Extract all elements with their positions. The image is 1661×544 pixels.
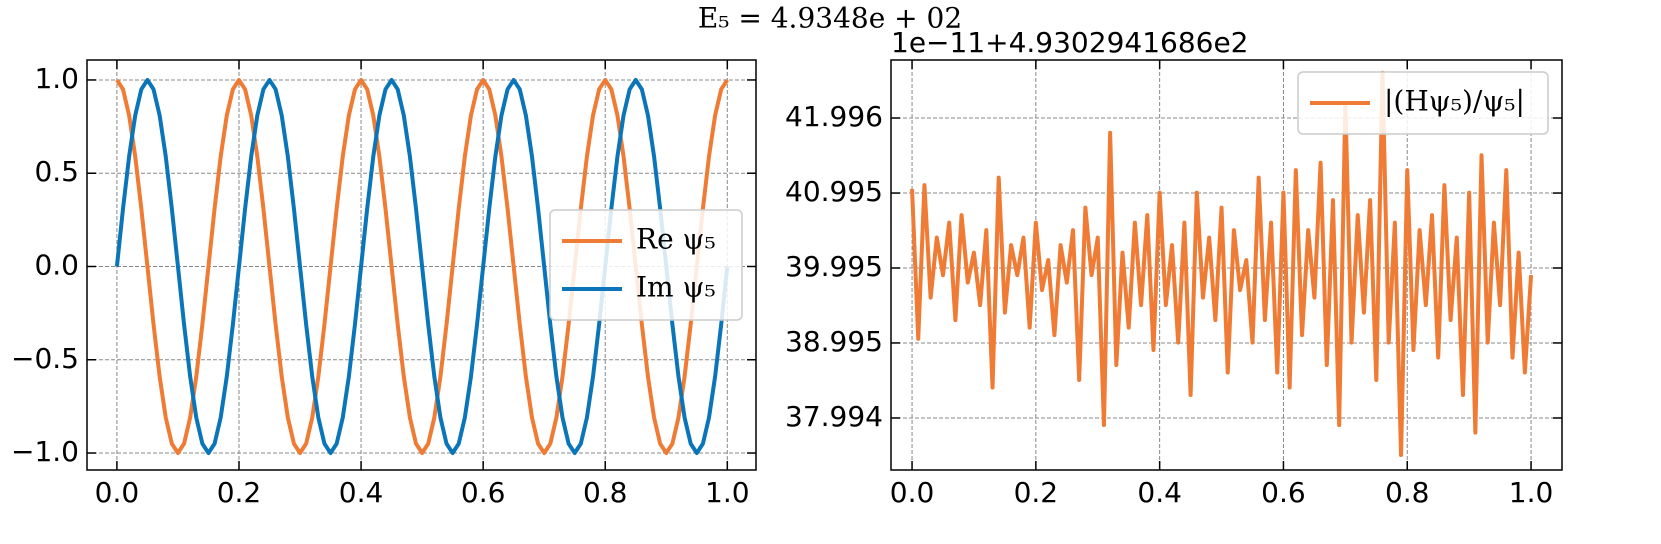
x-tick-label: 0.0 [890,476,935,509]
x-tick-label: 0.0 [95,476,140,509]
plot-frame [890,59,1563,471]
x-tick-label: 0.6 [1261,476,1306,509]
y-tick-label: −0.5 [11,342,79,375]
legend-box [1297,71,1549,135]
line [115,77,729,456]
y-tick-label: 1.0 [34,62,79,95]
x-tick-label: 1.0 [1509,476,1554,509]
y-tick-label: 39.995 [785,250,883,283]
y-tick-label: 0.0 [34,248,79,281]
legend-label: |(Hψ₅)/ψ₅| [1384,85,1525,118]
x-tick-label: 0.6 [461,476,506,509]
y-tick-label: 0.5 [34,155,79,188]
legend-label: Im ψ₅ [636,271,716,304]
figure-title: E₅ = 4.9348e + 02 [698,2,962,35]
y-tick-label: 38.995 [785,325,883,358]
x-tick-label: 0.4 [339,476,384,509]
line [114,77,730,456]
line [910,70,1534,458]
x-tick-label: 0.8 [583,476,628,509]
x-tick-label: 0.4 [1137,476,1182,509]
x-tick-label: 0.2 [217,476,262,509]
legend-box [549,209,743,321]
y-tick-label: 37.994 [785,400,883,433]
x-tick-label: 0.2 [1014,476,1059,509]
x-tick-label: 1.0 [705,476,750,509]
y-tick-label: 40.995 [785,175,883,208]
y-tick-label: −1.0 [11,435,79,468]
y-offset-label: 1e−11+4.9302941686e2 [891,26,1249,59]
legend-label: Re ψ₅ [636,223,716,256]
y-tick-label: 41.996 [785,100,883,133]
x-tick-label: 0.8 [1385,476,1430,509]
plot-frame [86,59,757,471]
